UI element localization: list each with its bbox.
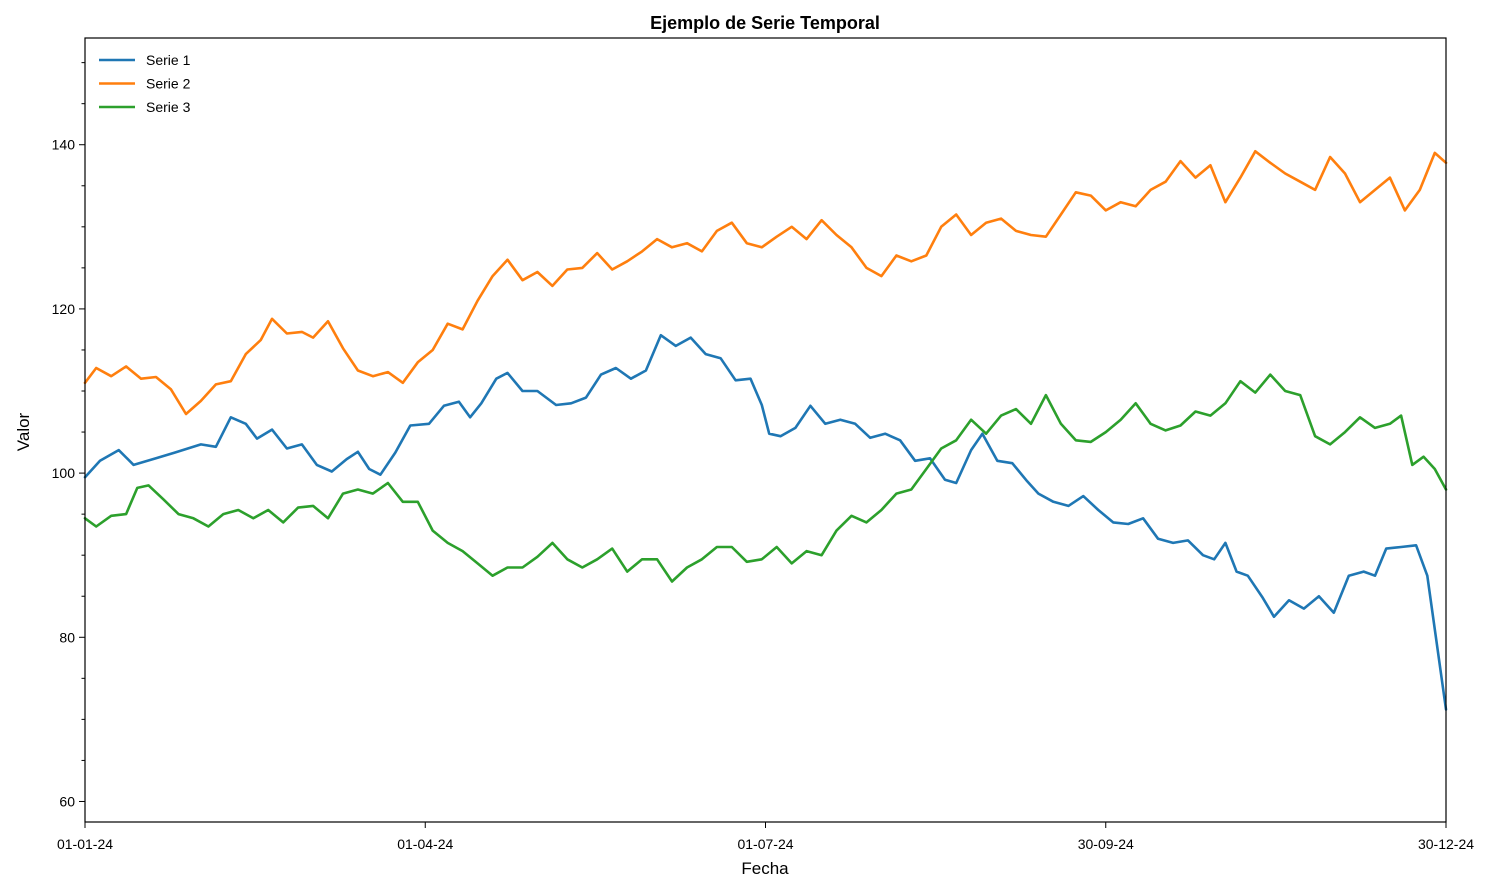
y-tick-label-140: 140	[52, 137, 76, 153]
x-axis: 01-01-24 01-04-24 01-07-24 30-09-24 30-12-24	[57, 822, 1474, 852]
y-tick-label-100: 100	[52, 465, 76, 481]
legend: Serie 1 Serie 2 Serie 3	[99, 52, 191, 115]
legend-label-2: Serie 2	[146, 76, 191, 92]
legend-label-1: Serie 1	[146, 52, 191, 68]
legend-label-3: Serie 3	[146, 99, 191, 115]
series-layer	[83, 150, 1448, 711]
y-axis-label: Valor	[14, 412, 33, 451]
y-axis: 60 80 100 120 140	[52, 62, 85, 809]
x-tick-label-3: 01-07-24	[737, 836, 793, 852]
x-tick-label-2: 01-04-24	[397, 836, 453, 852]
series-line-2	[83, 150, 1448, 416]
x-axis-label: Fecha	[741, 859, 789, 878]
y-tick-label-80: 80	[59, 629, 75, 645]
chart-title: Ejemplo de Serie Temporal	[650, 13, 880, 33]
y-tick-label-60: 60	[59, 793, 75, 809]
x-tick-label-1: 01-01-24	[57, 836, 113, 852]
x-tick-label-4: 30-09-24	[1078, 836, 1134, 852]
y-tick-label-120: 120	[52, 301, 76, 317]
x-tick-label-5: 30-12-24	[1418, 836, 1474, 852]
series-line-1	[83, 333, 1448, 711]
series-line-3	[83, 373, 1448, 583]
